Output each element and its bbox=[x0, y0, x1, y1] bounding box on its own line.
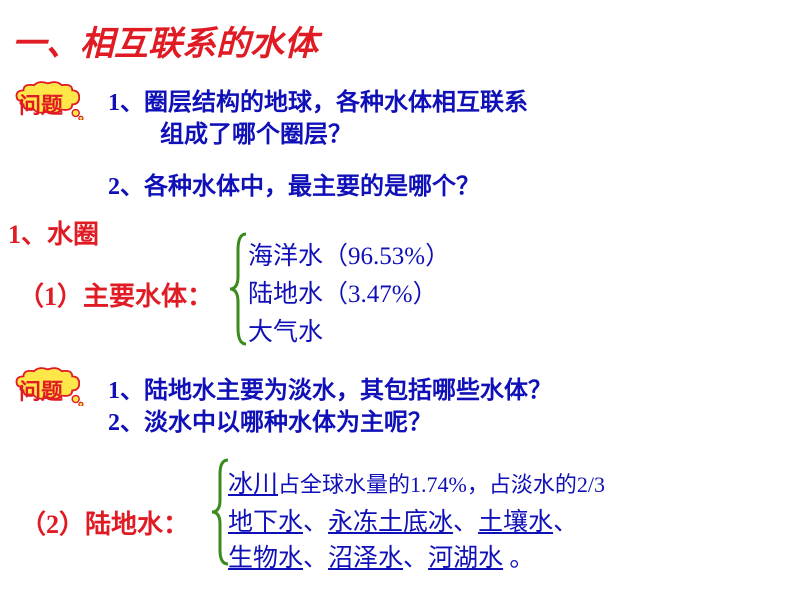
water-ocean: 海洋水（96.53%） bbox=[248, 236, 450, 272]
callout-bubble-1: 问题 bbox=[6, 80, 88, 126]
land-line-1: 冰川占全球水量的1.74%，占淡水的2/3 bbox=[228, 464, 605, 500]
land-line-3: 生物水、沼泽水、河湖水 。 bbox=[228, 538, 534, 574]
question-3: 1、陆地水主要为淡水，其包括哪些水体？ bbox=[108, 370, 552, 405]
question-2: 2、各种水体中，最主要的是哪个？ bbox=[108, 166, 480, 201]
page-title: 一、相互联系的水体 bbox=[12, 16, 318, 65]
section-1-heading: 1、水圈 bbox=[8, 214, 99, 251]
question-1-line1: 1、圈层结构的地球，各种水体相互联系 bbox=[108, 82, 528, 117]
brace-1 bbox=[228, 232, 250, 346]
section-2-label: （2）陆地水： bbox=[20, 504, 189, 541]
callout-label-1: 问题 bbox=[19, 88, 63, 120]
land-line-2: 地下水、永冻土底冰、土壤水、 bbox=[228, 502, 578, 538]
water-air: 大气水 bbox=[248, 312, 323, 348]
callout-label-2: 问题 bbox=[19, 374, 63, 406]
water-land: 陆地水（3.47%） bbox=[248, 274, 438, 310]
question-4: 2、淡水中以哪种水体为主呢？ bbox=[108, 402, 432, 437]
question-1-line2: 组成了哪个圈层？ bbox=[160, 114, 352, 149]
callout-bubble-2: 问题 bbox=[6, 366, 88, 412]
section-1-label: （1）主要水体： bbox=[18, 276, 213, 313]
